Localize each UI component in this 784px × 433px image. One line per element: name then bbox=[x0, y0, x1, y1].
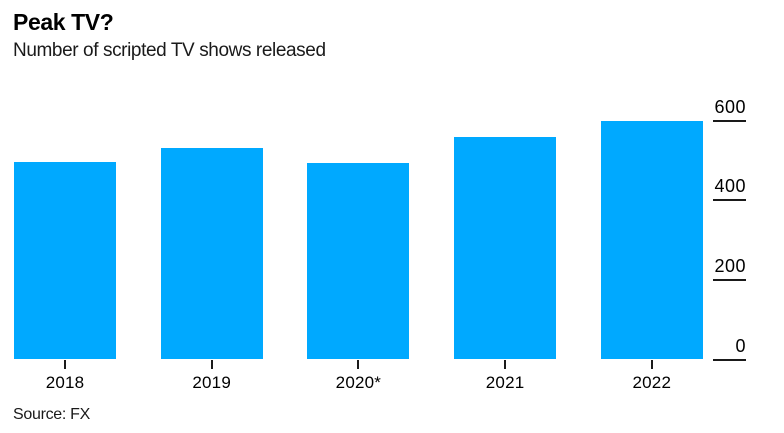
x-tick-label: 2018 bbox=[45, 373, 85, 392]
bar-2019 bbox=[160, 147, 263, 360]
y-tick-label: 400 bbox=[714, 176, 746, 197]
bar-2018 bbox=[14, 162, 116, 360]
x-tick-mark bbox=[650, 359, 653, 369]
x-tick-label: 2022 bbox=[632, 373, 672, 392]
y-tick-label: 200 bbox=[714, 255, 746, 276]
x-tick-label: 2021 bbox=[485, 373, 525, 392]
bar-2021 bbox=[454, 136, 557, 360]
bar-2020 bbox=[307, 163, 410, 360]
y-tick-label: 600 bbox=[714, 96, 746, 117]
y-tick-mark bbox=[713, 199, 746, 202]
x-tick-label: 2020* bbox=[335, 373, 382, 392]
y-tick-mark bbox=[713, 358, 746, 361]
x-tick-mark bbox=[64, 359, 66, 369]
chart-subtitle: Number of scripted TV shows released bbox=[13, 40, 326, 61]
y-tick-mark bbox=[713, 278, 746, 281]
y-tick-mark bbox=[713, 119, 746, 122]
x-tick-mark bbox=[357, 359, 360, 369]
x-tick-mark bbox=[210, 359, 213, 369]
x-tick-label: 2019 bbox=[192, 373, 231, 392]
bar-2022 bbox=[600, 120, 703, 360]
x-tick-mark bbox=[504, 359, 507, 369]
y-tick-label: 0 bbox=[735, 335, 746, 356]
chart-title: Peak TV? bbox=[13, 9, 114, 35]
source-note: Source: FX bbox=[13, 406, 91, 423]
